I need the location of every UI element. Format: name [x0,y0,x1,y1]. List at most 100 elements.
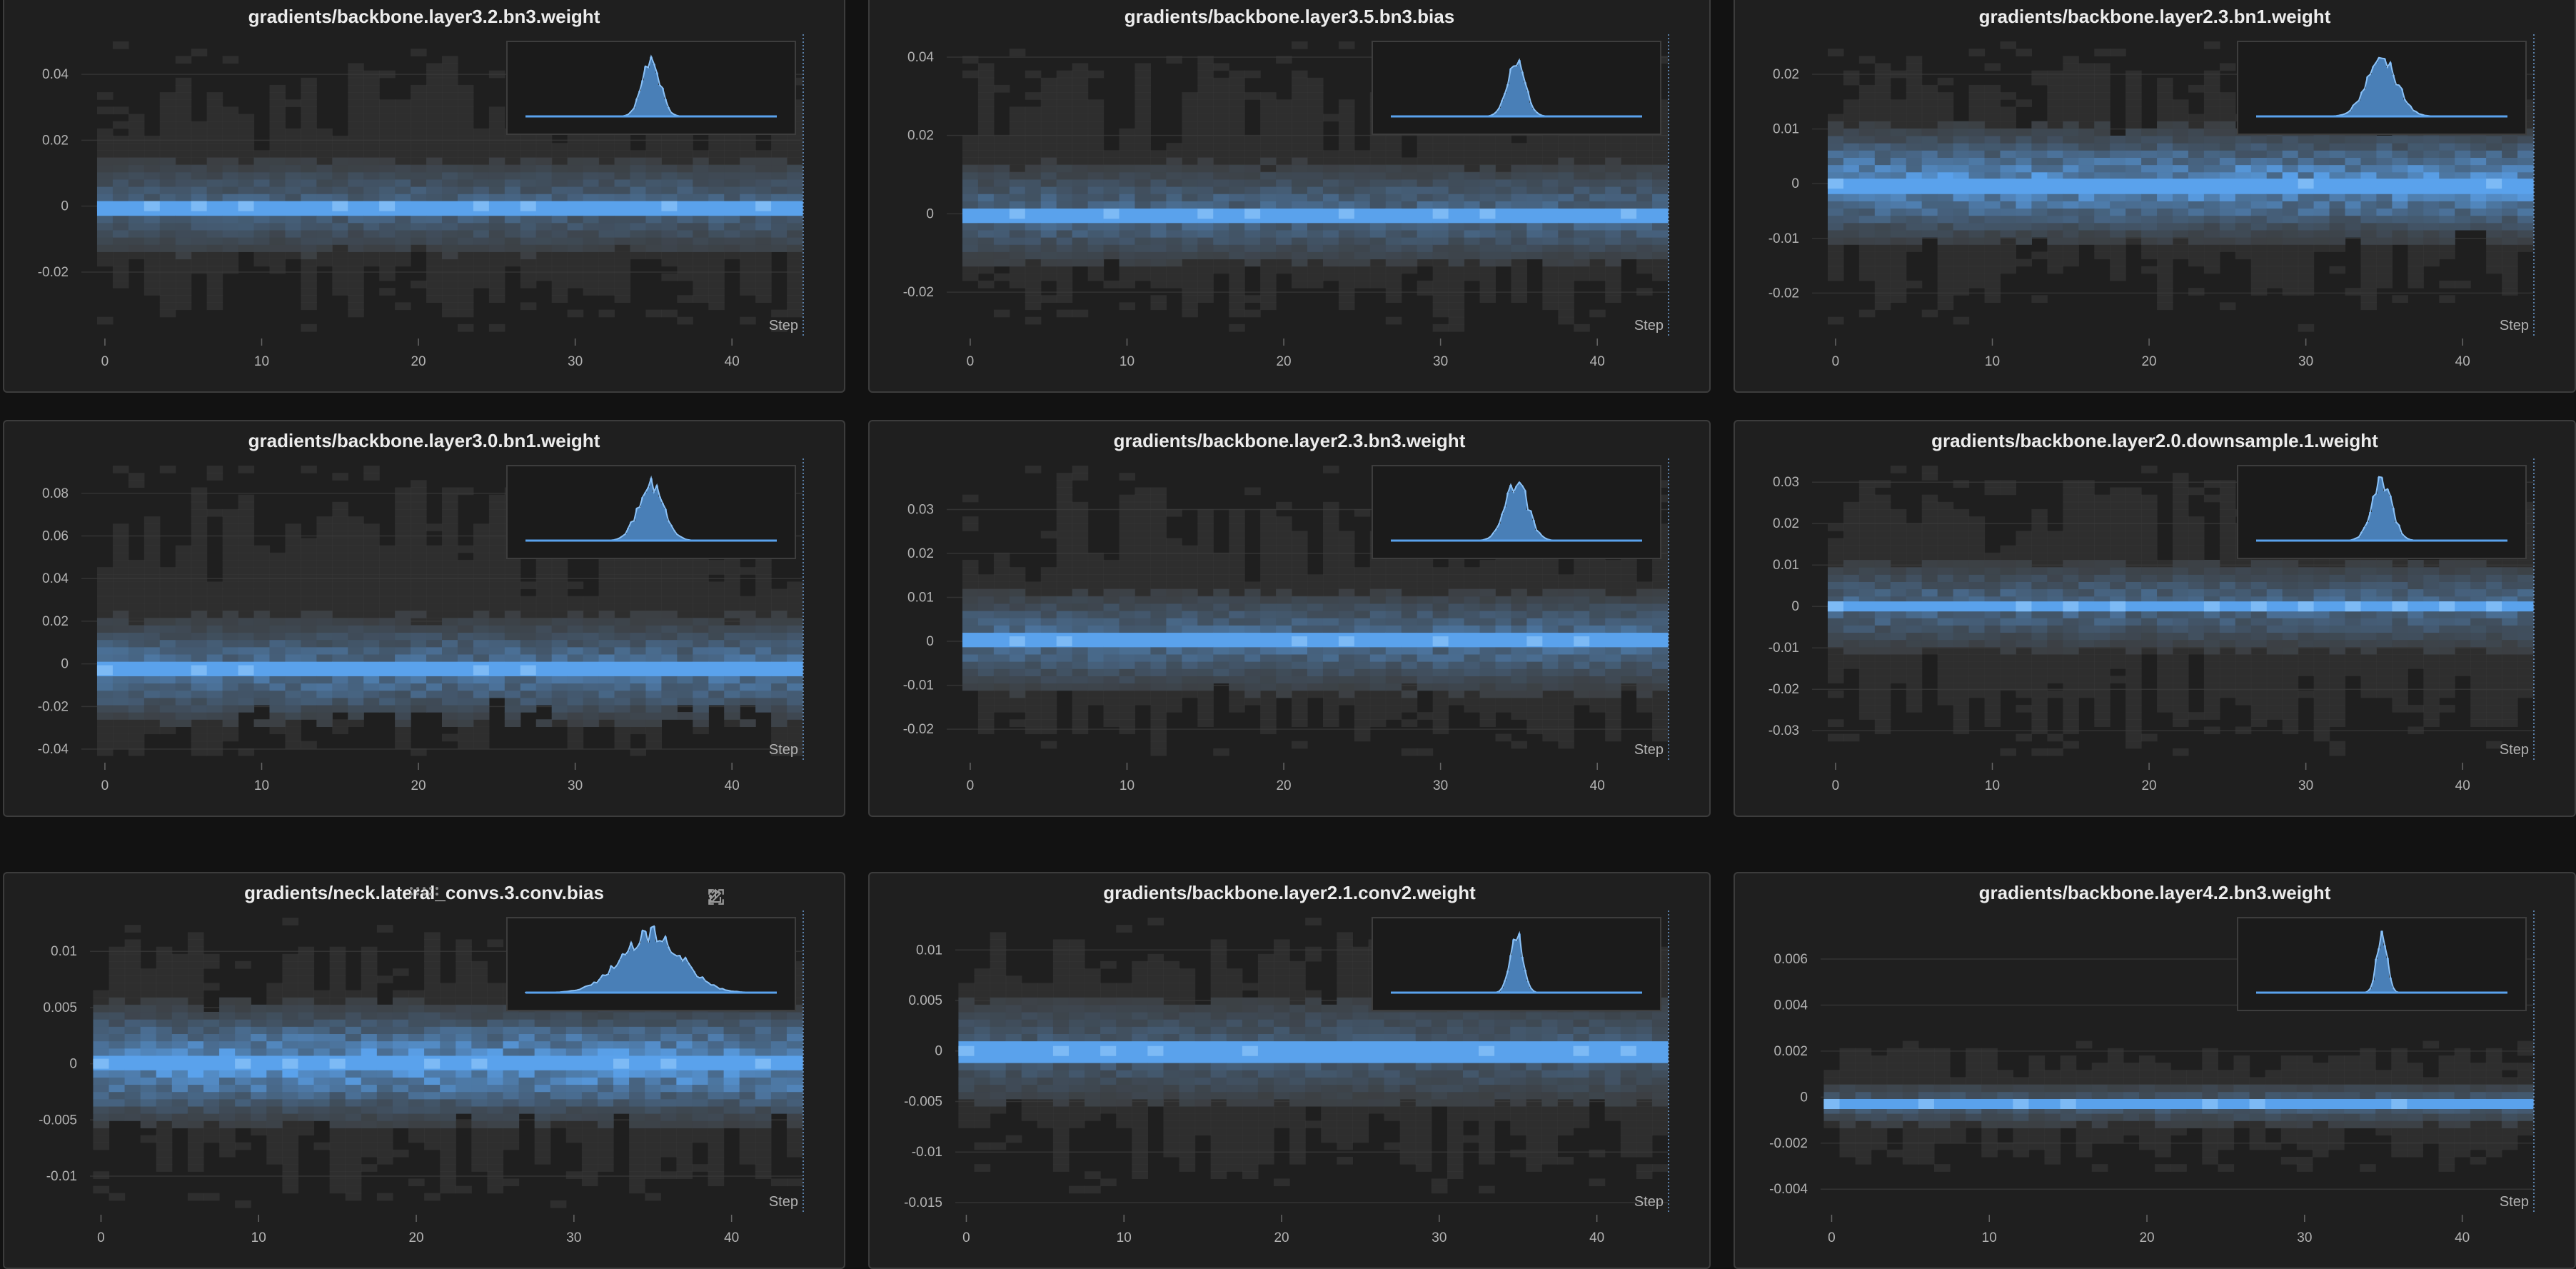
histogram-cell [568,691,584,698]
histogram-cell [1526,136,1543,144]
histogram-cell [1307,143,1324,151]
histogram-cell [2235,143,2252,151]
histogram-cell [536,647,553,655]
inset-bar [638,507,641,541]
histogram-cell [316,157,333,165]
histogram-cell [301,179,317,187]
histogram-cell [2392,143,2408,151]
histogram-cell [2016,259,2032,267]
histogram-cell [1859,143,1876,151]
histogram-cell [1072,143,1089,151]
histogram-cell [207,676,223,683]
histogram-cell [740,281,756,289]
histogram-cell [363,574,380,582]
histogram-cell [755,179,772,187]
histogram-cell [426,186,443,194]
histogram-cell [1323,179,1339,187]
histogram-cell [2157,99,2173,107]
histogram-cell [2141,201,2158,209]
histogram-cell [2298,172,2315,180]
histogram-cell [2330,136,2346,144]
histogram-cell [2220,230,2236,238]
histogram-cell [426,230,443,238]
histogram-cell [2141,194,2158,201]
histogram-cell [615,172,631,180]
histogram-cell [489,691,505,698]
histogram-cell [1433,157,1449,165]
histogram-cell [552,618,568,626]
histogram-cell [1197,288,1214,296]
histogram-cell [645,244,662,252]
histogram-cell [332,150,348,158]
histogram-cell [1843,230,1860,238]
y-tick-label: 0.01 [1773,122,1799,137]
histogram-cell [1104,186,1120,194]
histogram-cell [191,683,208,691]
inset-bar [658,496,661,541]
histogram-cell [1354,281,1371,289]
histogram-cell [1386,194,1402,201]
histogram-cell [978,179,995,187]
histogram-cell [1229,230,1245,238]
histogram-cell [1495,230,1511,238]
histogram-cell [1229,201,1245,209]
histogram-cell [1229,324,1245,332]
histogram-cell [520,150,537,158]
center-band [962,209,1668,219]
histogram-cell [395,194,411,201]
histogram-cell [2063,56,2079,64]
histogram-cell [2157,150,2173,158]
histogram-cell [458,676,474,683]
inset-bar [647,487,650,541]
histogram-cell [2125,92,2142,100]
x-tick-label: 0 [101,354,109,369]
histogram-cell [2047,223,2063,231]
histogram-cell [2330,237,2346,245]
histogram-cell [129,150,145,158]
histogram-cell [1433,295,1449,303]
histogram-cell [1969,143,1986,151]
histogram-cell [176,157,192,165]
histogram-cell [520,632,537,640]
histogram-cell [332,726,348,734]
histogram-cell [2486,208,2502,216]
histogram-cell [645,136,662,144]
histogram-cell [1292,157,1308,165]
histogram-cell [1953,244,1970,252]
histogram-cell [176,553,192,561]
histogram-cell [1010,230,1026,238]
histogram-cell [238,165,255,173]
histogram-cell [1057,92,1073,100]
histogram-cell [994,251,1010,259]
histogram-cell [536,157,553,165]
histogram-cell [552,251,568,259]
histogram-cell [693,596,709,604]
histogram-cell [489,194,505,201]
histogram-cell [630,172,646,180]
histogram-cell [97,574,114,582]
histogram-cell [505,230,521,238]
histogram-cell [379,618,396,626]
histogram-cell [191,632,208,640]
histogram-cell [316,523,333,531]
histogram-cell [348,654,364,662]
histogram-cell [2047,208,2063,216]
histogram-cell [332,523,348,531]
histogram-cell [568,230,584,238]
histogram-cell [1307,136,1324,144]
histogram-cell [1526,223,1543,231]
histogram-cell [97,259,114,267]
histogram-cell [285,596,301,604]
histogram-cell [1495,244,1511,252]
histogram-cell [1213,85,1229,93]
histogram-cell [207,618,223,626]
histogram-cell [2235,165,2252,173]
histogram-cell [363,640,380,648]
histogram-cell [285,150,301,158]
